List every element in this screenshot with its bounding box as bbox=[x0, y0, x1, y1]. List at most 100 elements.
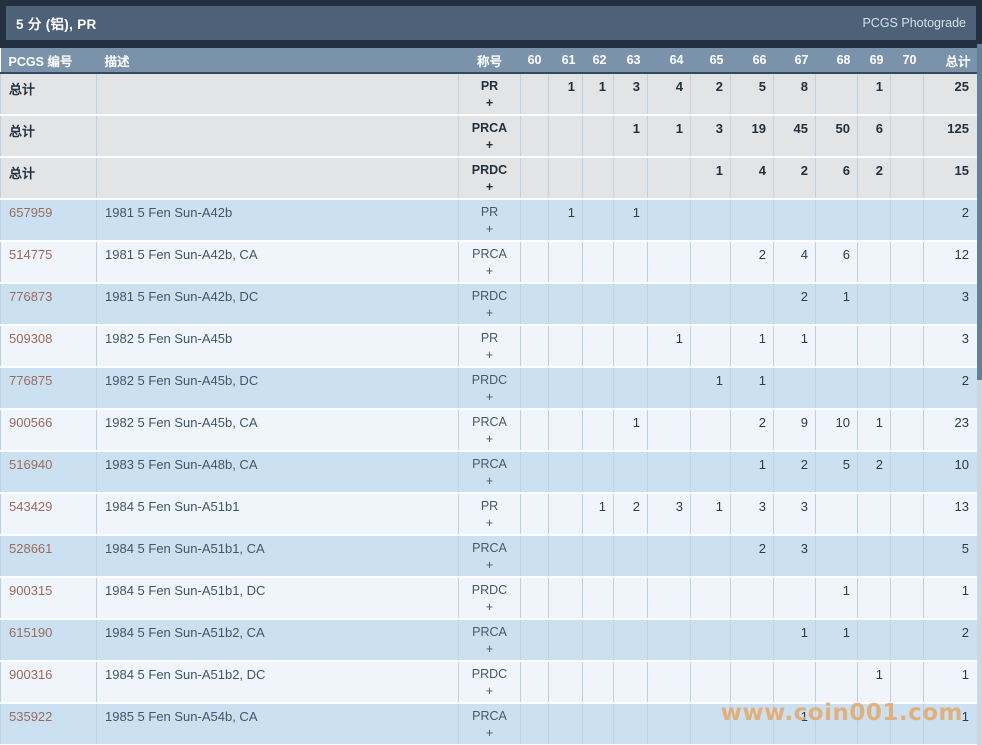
designation-label: PR bbox=[480, 205, 499, 219]
grade-65-count bbox=[690, 661, 731, 704]
coin-row: 543429 1984 5 Fen Sun-A51b1 PR +1 2 3 1 3 3 13 bbox=[0, 493, 978, 536]
grade-61-count bbox=[548, 451, 583, 494]
grade-69-count: 2 bbox=[857, 451, 891, 494]
grade-62-count bbox=[582, 451, 614, 494]
grade-62-count bbox=[582, 199, 614, 242]
designation-label: PRDC bbox=[471, 289, 508, 303]
grade-69-count bbox=[857, 493, 891, 536]
grade-60-count bbox=[520, 703, 549, 745]
grade-65-count: 1 bbox=[690, 157, 731, 200]
coin-row: 514775 1981 5 Fen Sun-A42b, CA PRCA +2 4 6 12 bbox=[0, 241, 978, 284]
total-row-label: 总计 bbox=[0, 157, 97, 200]
grade-60-count bbox=[520, 325, 549, 368]
coin-row: 528661 1984 5 Fen Sun-A51b1, CA PRCA +2 3 5 bbox=[0, 535, 978, 578]
description-cell bbox=[96, 157, 459, 200]
total-count: 15 bbox=[923, 157, 978, 200]
grade-62-count bbox=[582, 115, 614, 158]
designation-label: PR bbox=[480, 79, 499, 93]
grade-70-count bbox=[890, 703, 924, 745]
summary-row: 总计 PRDC +1 4 2 6 2 15 bbox=[0, 157, 978, 200]
grade-63-count bbox=[613, 661, 648, 704]
grade-64-count bbox=[647, 199, 691, 242]
designation-label: PRDC bbox=[471, 583, 508, 597]
grade-69-count bbox=[857, 619, 891, 662]
grade-69-count bbox=[857, 325, 891, 368]
grade-65-count bbox=[690, 451, 731, 494]
grade-67-count: 45 bbox=[773, 115, 816, 158]
pcgs-number-link[interactable]: 776873 bbox=[0, 283, 97, 326]
grade-67-count: 2 bbox=[773, 451, 816, 494]
pcgs-number-link[interactable]: 509308 bbox=[0, 325, 97, 368]
grade-62-count: 1 bbox=[582, 73, 614, 116]
designation-label: PRCA bbox=[472, 625, 507, 639]
pcgs-number-link[interactable]: 900566 bbox=[0, 409, 97, 452]
designation-cell: PRDC + bbox=[458, 157, 521, 200]
grade-63-count bbox=[613, 157, 648, 200]
coin-description: 1982 5 Fen Sun-A45b, DC bbox=[96, 367, 459, 410]
pcgs-number-link[interactable]: 776875 bbox=[0, 367, 97, 410]
grade-69-count: 1 bbox=[857, 409, 891, 452]
grade-62-count bbox=[582, 367, 614, 410]
total-row-label: 总计 bbox=[0, 73, 97, 116]
col-header-grade-65: 65 bbox=[690, 48, 731, 74]
grade-70-count bbox=[890, 619, 924, 662]
pcgs-number-link[interactable]: 900315 bbox=[0, 577, 97, 620]
designation-plus: + bbox=[485, 96, 494, 110]
grade-63-count: 3 bbox=[613, 73, 648, 116]
col-header-grade-67: 67 bbox=[773, 48, 816, 74]
grade-68-count: 1 bbox=[815, 283, 858, 326]
scrollbar-track[interactable] bbox=[977, 0, 982, 745]
grade-62-count bbox=[582, 535, 614, 578]
grade-61-count bbox=[548, 493, 583, 536]
grade-63-count bbox=[613, 577, 648, 620]
grade-70-count bbox=[890, 661, 924, 704]
grade-66-count bbox=[730, 577, 774, 620]
pcgs-number-link[interactable]: 516940 bbox=[0, 451, 97, 494]
grade-61-count: 1 bbox=[548, 199, 583, 242]
col-header-grade-68: 68 bbox=[815, 48, 858, 74]
grade-64-count bbox=[647, 451, 691, 494]
grade-65-count: 2 bbox=[690, 73, 731, 116]
scrollbar-thumb[interactable] bbox=[977, 44, 982, 380]
grade-67-count: 1 bbox=[773, 325, 816, 368]
grade-61-count bbox=[548, 325, 583, 368]
total-count: 1 bbox=[923, 661, 978, 704]
designation-label: PRDC bbox=[471, 667, 508, 681]
designation-plus: + bbox=[485, 642, 494, 656]
page-title: 5 分 (铝), PR bbox=[16, 17, 97, 32]
designation-cell: PRCA + bbox=[458, 619, 521, 662]
pcgs-number-link[interactable]: 514775 bbox=[0, 241, 97, 284]
pcgs-number-link[interactable]: 657959 bbox=[0, 199, 97, 242]
pcgs-number-link[interactable]: 543429 bbox=[0, 493, 97, 536]
designation-plus: + bbox=[485, 390, 494, 404]
grade-62-count bbox=[582, 325, 614, 368]
designation-label: PRDC bbox=[471, 163, 508, 177]
grade-64-count bbox=[647, 577, 691, 620]
grade-62-count bbox=[582, 661, 614, 704]
grade-67-count bbox=[773, 367, 816, 410]
grade-61-count bbox=[548, 115, 583, 158]
pcgs-number-link[interactable]: 535922 bbox=[0, 703, 97, 745]
grade-66-count bbox=[730, 661, 774, 704]
coin-row: 657959 1981 5 Fen Sun-A42b PR +1 1 2 bbox=[0, 199, 978, 242]
grade-64-count bbox=[647, 619, 691, 662]
coin-row: 900316 1984 5 Fen Sun-A51b2, DC PRDC +1 1 bbox=[0, 661, 978, 704]
pcgs-number-link[interactable]: 615190 bbox=[0, 619, 97, 662]
pcgs-number-link[interactable]: 900316 bbox=[0, 661, 97, 704]
grade-66-count: 1 bbox=[730, 367, 774, 410]
photograde-link[interactable]: PCGS Photograde bbox=[862, 16, 966, 30]
total-count: 2 bbox=[923, 367, 978, 410]
grade-70-count bbox=[890, 199, 924, 242]
total-count: 125 bbox=[923, 115, 978, 158]
coin-description: 1982 5 Fen Sun-A45b, CA bbox=[96, 409, 459, 452]
pcgs-number-link[interactable]: 528661 bbox=[0, 535, 97, 578]
grade-61-count bbox=[548, 283, 583, 326]
designation-label: PRCA bbox=[472, 247, 507, 261]
grade-63-count bbox=[613, 367, 648, 410]
grade-60-count bbox=[520, 115, 549, 158]
designation-plus: + bbox=[485, 306, 494, 320]
col-header-grade-62: 62 bbox=[582, 48, 614, 74]
designation-plus: + bbox=[485, 558, 494, 572]
grade-67-count: 1 bbox=[773, 619, 816, 662]
grade-66-count bbox=[730, 199, 774, 242]
